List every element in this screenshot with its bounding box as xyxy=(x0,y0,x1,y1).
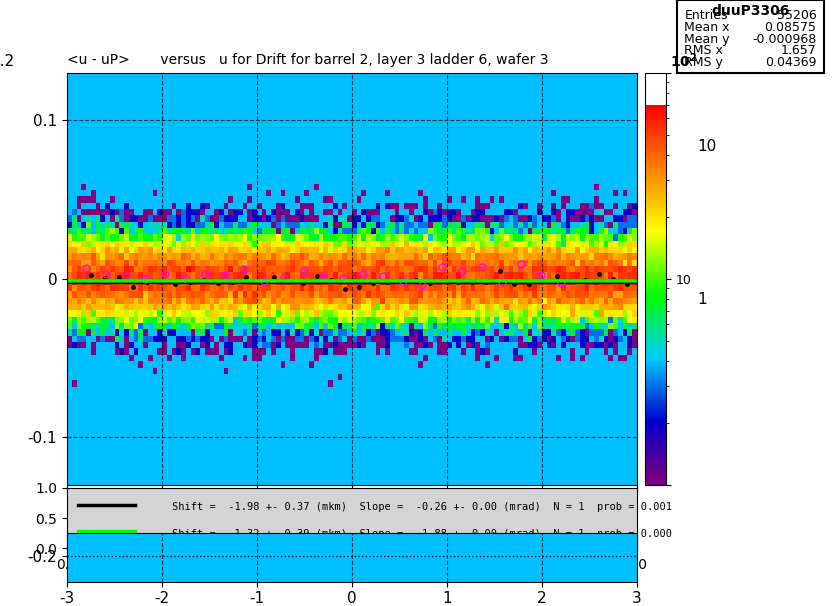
Text: Mean x: Mean x xyxy=(685,21,730,34)
Text: 1: 1 xyxy=(698,292,707,307)
Text: 55206: 55206 xyxy=(777,10,816,22)
Text: 1.657: 1.657 xyxy=(781,44,816,58)
Text: $\mathbf{10^2}$: $\mathbf{10^2}$ xyxy=(670,51,698,70)
Text: RMS x: RMS x xyxy=(685,44,723,58)
Text: 0.04369: 0.04369 xyxy=(765,56,816,69)
Text: 10: 10 xyxy=(698,139,716,155)
Text: Mean y: Mean y xyxy=(685,33,730,46)
Text: 0.08575: 0.08575 xyxy=(764,21,816,34)
Text: -0.000968: -0.000968 xyxy=(753,33,816,46)
Text: 0.2: 0.2 xyxy=(0,54,14,68)
Text: Shift =  -1.32 +- 0.39 (mkm)  Slope =  -1.88 +- 0.00 (mrad)  N = 1  prob = 0.000: Shift = -1.32 +- 0.39 (mkm) Slope = -1.8… xyxy=(147,529,672,539)
Text: Entries: Entries xyxy=(685,10,728,22)
Text: RMS y: RMS y xyxy=(685,56,723,69)
Text: Shift =  -1.98 +- 0.37 (mkm)  Slope =  -0.26 +- 0.00 (mrad)  N = 1  prob = 0.001: Shift = -1.98 +- 0.37 (mkm) Slope = -0.2… xyxy=(147,502,672,512)
Text: duuP3306: duuP3306 xyxy=(711,4,789,18)
Text: <u - uP>       versus   u for Drift for barrel 2, layer 3 ladder 6, wafer 3: <u - uP> versus u for Drift for barrel 2… xyxy=(67,53,549,67)
